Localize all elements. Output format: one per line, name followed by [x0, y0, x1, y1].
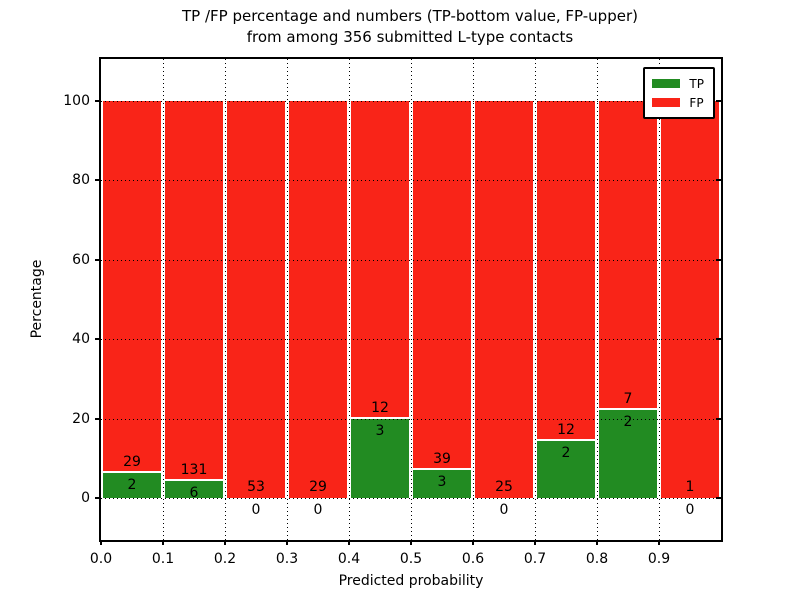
y-axis-tick	[95, 497, 100, 500]
x-axis-tick	[348, 540, 350, 545]
fp-count-label: 29	[309, 479, 327, 496]
y-axis-tick-label: 100	[63, 92, 90, 109]
tp-count-label: 6	[189, 484, 199, 501]
fp-bar-segment	[413, 100, 471, 470]
chart-title-line1: TP /FP percentage and numbers (TP-bottom…	[182, 7, 638, 25]
legend-row: FP	[652, 93, 704, 112]
fp-bar-segment	[165, 100, 223, 481]
legend-label: FP	[689, 95, 704, 110]
y-axis-tick-right	[716, 338, 721, 341]
y-axis-tick	[95, 258, 100, 261]
x-axis-tick	[224, 540, 226, 545]
fp-count-label: 25	[495, 479, 513, 496]
x-axis-tick-label: 0.8	[585, 551, 609, 567]
vertical-gridline	[473, 59, 474, 540]
tp-count-label: 2	[127, 476, 137, 493]
y-axis-tick	[95, 417, 100, 420]
y-axis-tick-right	[716, 99, 721, 102]
x-axis-tick-label: 0.7	[523, 551, 547, 567]
vertical-gridline	[225, 59, 226, 540]
legend-label: TP	[689, 76, 704, 91]
tp-bar-segment	[165, 478, 223, 499]
y-axis-tick-right	[716, 417, 721, 420]
y-axis-tick-label: 40	[72, 331, 90, 348]
x-axis-tick	[100, 540, 102, 545]
y-axis-tick	[95, 179, 100, 182]
fp-bar-segment	[537, 100, 595, 442]
x-axis-tick-label: 0.9	[647, 551, 671, 567]
vertical-gridline	[349, 59, 350, 540]
chart-title: TP /FP percentage and numbers (TP-bottom…	[100, 6, 720, 48]
legend: TP FP	[643, 67, 715, 119]
legend-row: TP	[652, 74, 704, 93]
y-axis-tick-right	[716, 497, 721, 500]
tp-bar-segment	[413, 467, 471, 499]
tp-count-label: 0	[685, 502, 695, 519]
x-axis-tick-label: 0.5	[399, 551, 423, 567]
fp-count-label: 53	[247, 479, 265, 496]
tp-count-label: 3	[375, 422, 385, 439]
y-axis-tick	[95, 338, 100, 341]
tp-bar-segment	[537, 439, 595, 499]
fp-bar-segment	[599, 100, 657, 410]
x-axis-label: Predicted probability	[338, 573, 484, 589]
x-axis-tick	[534, 540, 536, 545]
tp-count-label: 0	[251, 502, 261, 519]
x-axis-tick	[410, 540, 412, 545]
x-axis-tick	[596, 540, 598, 545]
y-axis-label: Percentage	[29, 259, 45, 339]
fp-bar-segment	[475, 100, 533, 499]
y-axis-tick-label: 60	[72, 251, 90, 268]
x-axis-tick-label: 0.2	[213, 551, 237, 567]
legend-swatch-icon	[652, 98, 681, 107]
x-axis-tick	[162, 540, 164, 545]
tp-bar-segment	[103, 470, 161, 499]
fp-count-label: 12	[557, 422, 575, 439]
y-axis-tick-right	[716, 258, 721, 261]
fp-bar-segment	[289, 100, 347, 499]
fp-count-label: 39	[433, 450, 451, 467]
tp-count-label: 3	[437, 473, 447, 490]
y-axis-tick-right	[716, 179, 721, 182]
tp-bar-segment	[599, 407, 657, 499]
y-axis-tick-label: 20	[72, 410, 90, 427]
y-axis-tick	[95, 99, 100, 102]
x-axis-tick-label: 0.0	[89, 551, 113, 567]
vertical-gridline	[287, 59, 288, 540]
y-axis-tick-label: 0	[81, 490, 90, 507]
fp-count-label: 1	[685, 479, 695, 496]
tp-count-label: 0	[499, 502, 509, 519]
x-axis-tick-label: 0.6	[461, 551, 485, 567]
x-axis-tick-label: 0.3	[275, 551, 299, 567]
x-axis-tick-label: 0.4	[337, 551, 361, 567]
fp-bar-segment	[227, 100, 285, 499]
tp-count-label: 2	[623, 413, 633, 430]
y-axis-tick-label: 80	[72, 172, 90, 189]
vertical-gridline	[411, 59, 412, 540]
fp-count-label: 29	[123, 453, 141, 470]
vertical-gridline	[659, 59, 660, 540]
legend-swatch-icon	[652, 79, 681, 88]
vertical-gridline	[163, 59, 164, 540]
fp-count-label: 131	[180, 461, 208, 478]
x-axis-tick-label: 0.1	[151, 551, 175, 567]
x-axis-tick	[658, 540, 660, 545]
fp-bar-segment	[661, 100, 719, 499]
vertical-gridline	[597, 59, 598, 540]
x-axis-tick	[286, 540, 288, 545]
plot-area: 0.0 0.1 0.2 0.3 0.4 0.5 0.6 0.7 0.8 0.9 0 20 40 60 80 1…	[29, 57, 723, 589]
vertical-gridline	[535, 59, 536, 540]
fp-bar-segment	[103, 100, 161, 473]
chart-title-line2: from among 356 submitted L-type contacts	[246, 28, 574, 46]
fp-count-label: 7	[623, 390, 633, 407]
tp-count-label: 2	[561, 445, 571, 462]
fp-count-label: 12	[371, 399, 389, 416]
tp-count-label: 0	[313, 502, 323, 519]
x-axis-tick	[472, 540, 474, 545]
tp-bar-segment	[351, 416, 409, 499]
